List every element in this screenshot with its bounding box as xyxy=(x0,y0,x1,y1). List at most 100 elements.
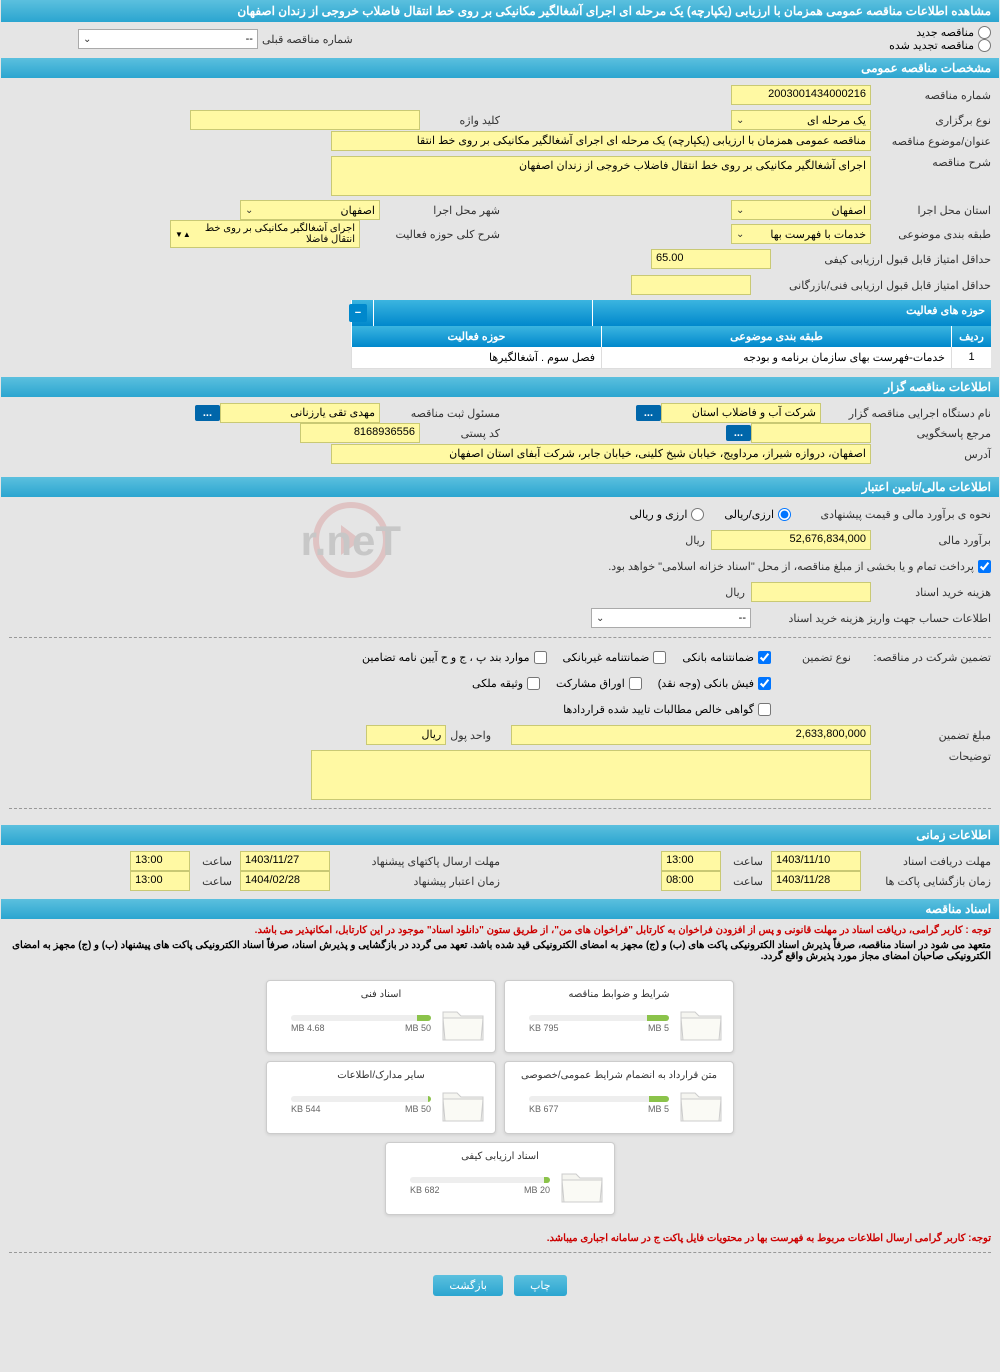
table-row: 1 خدمات-فهرست بهای سازمان برنامه و بودجه… xyxy=(351,347,991,369)
collapse-button[interactable]: − xyxy=(349,304,367,322)
min-tech-label: حداقل امتیاز قابل قبول ارزیابی فنی/بازرگ… xyxy=(751,279,991,292)
send-label: مهلت ارسال پاکتهای پیشنهاد xyxy=(330,855,500,868)
file-title: متن قرارداد به انضمام شرایط عمومی/خصوصی xyxy=(513,1070,725,1081)
section-time-header: اطلاعات زمانی xyxy=(1,825,999,845)
file-box[interactable]: شرایط و ضوابط مناقصه5 MB795 KB xyxy=(504,980,734,1053)
receive-time: 13:00 xyxy=(661,851,721,871)
currency-label: ریال xyxy=(681,534,705,547)
back-button[interactable]: بازگشت xyxy=(433,1275,503,1296)
radio-new-tender[interactable]: مناقصه جدید xyxy=(916,26,991,39)
progress-bar xyxy=(291,1015,431,1021)
holding-type-label: نوع برگزاری xyxy=(871,114,991,127)
progress-bar xyxy=(529,1015,669,1021)
amount-field: 2,633,800,000 xyxy=(511,725,871,745)
receive-label: مهلت دریافت اسناد xyxy=(861,855,991,868)
chevron-down-icon: ⌄ xyxy=(245,205,253,216)
receive-time-label: ساعت xyxy=(729,855,763,868)
cb-bank-receipt[interactable]: فیش بانکی (وجه نقد) xyxy=(658,677,771,690)
keyword-label: کلید واژه xyxy=(420,114,500,127)
city-dropdown[interactable]: اصفهان ⌄ xyxy=(240,200,380,220)
page-title: مشاهده اطلاعات مناقصه عمومی همزمان با ار… xyxy=(1,0,999,22)
progress-bar xyxy=(410,1177,550,1183)
desc-field: اجرای آشغالگیر مکانیکی بر روی خط انتقال … xyxy=(331,156,871,196)
unit-field: ریال xyxy=(366,725,446,745)
radio-rial[interactable]: ارزی/ریالی xyxy=(724,508,791,521)
chevron-down-icon: ⌄ xyxy=(736,205,744,216)
cell-cat: خدمات-فهرست بهای سازمان برنامه و بودجه xyxy=(601,347,951,368)
cb-receivables[interactable]: گواهی خالص مطالبات تایید شده قراردادها xyxy=(563,703,771,716)
note3: توجه: کاربر گرامی ارسال اطلاعات مربوط به… xyxy=(9,1233,991,1244)
province-dropdown[interactable]: اصفهان ⌄ xyxy=(731,200,871,220)
file-used: 544 KB xyxy=(291,1104,321,1114)
col-scope-header: حوزه فعالیت xyxy=(351,326,601,347)
min-qual-label: حداقل امتیاز قابل قبول ارزیابی کیفی xyxy=(771,253,991,266)
folder-icon xyxy=(677,1004,725,1044)
tender-no-field: 2003001434000216 xyxy=(731,85,871,105)
category-dropdown[interactable]: خدمات با فهرست بها ⌄ xyxy=(731,224,871,244)
chevron-down-icon: ⌄ xyxy=(83,34,91,45)
folder-icon xyxy=(439,1085,487,1125)
open-time-label: ساعت xyxy=(729,875,763,888)
col-row-header: ردیف xyxy=(951,326,991,347)
radio-new-label: مناقصه جدید xyxy=(916,26,974,39)
prev-tender-dropdown[interactable]: -- ⌄ xyxy=(78,29,258,49)
file-box[interactable]: متن قرارداد به انضمام شرایط عمومی/خصوصی 5… xyxy=(504,1061,734,1134)
file-total: 50 MB xyxy=(405,1023,431,1033)
min-qual-field: 65.00 xyxy=(651,249,771,269)
holding-type-dropdown[interactable]: یک مرحله ای ⌄ xyxy=(731,110,871,130)
cb-bonds[interactable]: اوراق مشارکت xyxy=(556,677,642,690)
radio-rial-label: ارزی/ریالی xyxy=(724,508,774,521)
postal-field: 8168936556 xyxy=(300,423,420,443)
spinner-icon: ▲▼ xyxy=(175,230,191,239)
progress-bar xyxy=(291,1096,431,1102)
file-title: سایر مدارک/اطلاعات xyxy=(275,1070,487,1081)
receive-date: 1403/11/10 xyxy=(771,851,861,871)
cb-bank-guarantee[interactable]: ضمانتنامه بانکی xyxy=(682,651,771,664)
send-time: 13:00 xyxy=(130,851,190,871)
lookup-button[interactable]: ... xyxy=(636,405,661,421)
city-label: شهر محل اجرا xyxy=(380,204,500,217)
print-button[interactable]: چاپ xyxy=(514,1275,567,1296)
chevron-down-icon: ⌄ xyxy=(596,613,604,624)
progress-bar xyxy=(529,1096,669,1102)
cell-n: 1 xyxy=(951,347,991,368)
holding-type-value: یک مرحله ای xyxy=(807,114,866,127)
lookup-button[interactable]: ... xyxy=(195,405,220,421)
file-box[interactable]: سایر مدارک/اطلاعات50 MB544 KB xyxy=(266,1061,496,1134)
radio-renewed-label: مناقصه تجدید شده xyxy=(889,39,974,52)
account-value: -- xyxy=(739,612,746,624)
file-title: شرایط و ضوابط مناقصه xyxy=(513,989,725,1000)
file-box[interactable]: اسناد ارزیابی کیفی20 MB682 KB xyxy=(385,1142,615,1215)
file-total: 5 MB xyxy=(648,1023,669,1033)
org-label: نام دستگاه اجرایی مناقصه گزار xyxy=(821,407,991,420)
prev-tender-value: -- xyxy=(246,33,253,45)
addr-field: اصفهان، دروازه شیراز، مرداویج، خیابان شی… xyxy=(331,444,871,464)
account-dropdown[interactable]: -- ⌄ xyxy=(591,608,751,628)
file-box[interactable]: اسناد فنی50 MB4.68 MB xyxy=(266,980,496,1053)
cb-property[interactable]: وثیقه ملکی xyxy=(472,677,540,690)
remarks-field xyxy=(311,750,871,800)
radio-both[interactable]: ارزی و ریالی xyxy=(629,508,704,521)
remarks-label: توضیحات xyxy=(871,750,991,763)
chevron-down-icon: ⌄ xyxy=(736,229,744,240)
cb-regulation-items[interactable]: موارد بند پ ، ج و ح آیین نامه تضامین xyxy=(362,651,546,664)
cb-nonbank-guarantee[interactable]: ضمانتنامه غیربانکی xyxy=(563,651,667,664)
lookup-button[interactable]: ... xyxy=(726,425,751,441)
section-finance-header: اطلاعات مالی/تامین اعتبار xyxy=(1,477,999,497)
send-time-label: ساعت xyxy=(198,855,232,868)
postal-label: کد پستی xyxy=(420,427,500,440)
doc-fee-field xyxy=(751,582,871,602)
treasury-checkbox[interactable] xyxy=(978,560,991,573)
unit-label: واحد پول xyxy=(446,729,491,742)
section-general-header: مشخصات مناقصه عمومی xyxy=(1,58,999,78)
valid-label: زمان اعتبار پیشنهاد xyxy=(330,875,500,888)
category-label: طبقه بندی موضوعی xyxy=(871,228,991,241)
keyword-field xyxy=(190,110,420,130)
file-total: 5 MB xyxy=(648,1104,669,1114)
scope-dropdown[interactable]: اجرای آشغالگیر مکانیکی بر روی خط انتقال … xyxy=(170,220,360,248)
resp-field xyxy=(751,423,871,443)
guarantee-type-label: نوع تضمین xyxy=(771,651,851,664)
radio-renewed-tender[interactable]: مناقصه تجدید شده xyxy=(889,39,991,52)
desc-label: شرح مناقصه xyxy=(871,156,991,169)
prev-tender-label: شماره مناقصه قبلی xyxy=(258,33,353,46)
